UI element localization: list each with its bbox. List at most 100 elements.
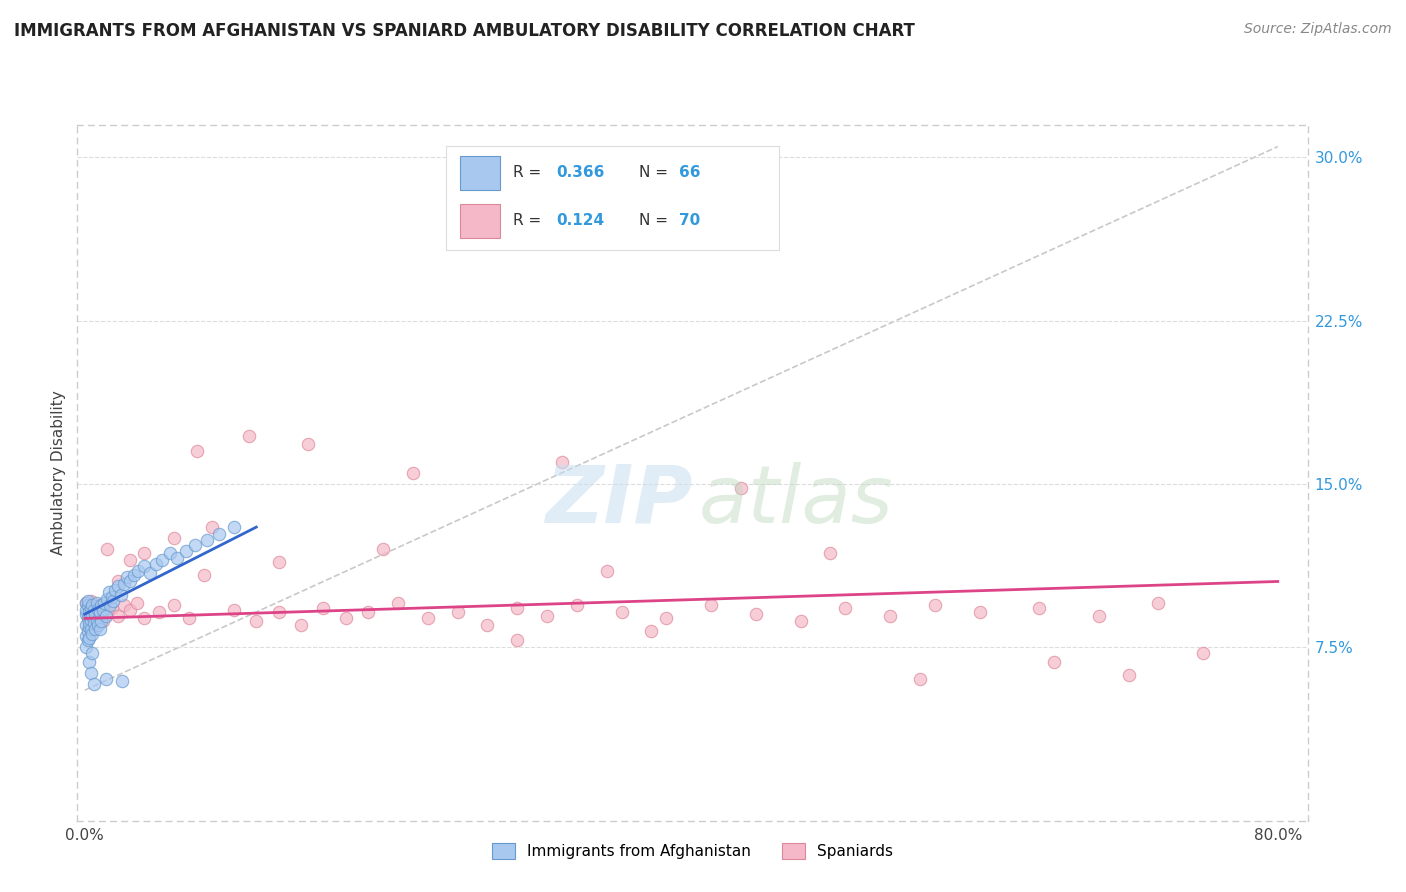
Point	[77, 603, 100, 617]
Point	[112, 576, 135, 591]
Point	[506, 633, 529, 648]
Point	[565, 599, 588, 613]
Point	[96, 591, 118, 606]
Point	[100, 600, 122, 615]
Point	[730, 481, 752, 495]
Point	[86, 596, 108, 610]
Point	[222, 603, 245, 617]
Point	[238, 429, 260, 443]
Point	[104, 583, 127, 598]
Point	[76, 611, 98, 625]
Point	[150, 552, 173, 567]
Point	[908, 673, 931, 687]
Point	[159, 546, 181, 560]
Point	[96, 541, 118, 556]
Point	[83, 615, 105, 630]
Point	[91, 603, 114, 617]
Point	[1088, 609, 1111, 624]
Point	[820, 546, 842, 560]
Point	[110, 587, 132, 601]
Point	[200, 520, 222, 534]
Point	[312, 600, 335, 615]
Point	[1118, 668, 1140, 682]
Point	[107, 579, 129, 593]
Point	[83, 618, 105, 632]
Point	[76, 611, 98, 625]
Point	[551, 455, 574, 469]
Point	[610, 605, 633, 619]
Point	[93, 596, 115, 610]
Point	[77, 605, 100, 619]
Point	[208, 526, 231, 541]
Point	[655, 611, 678, 625]
Point	[371, 541, 394, 556]
Point	[402, 466, 425, 480]
Point	[82, 609, 104, 624]
Point	[879, 609, 901, 624]
Point	[80, 600, 103, 615]
Point	[75, 618, 97, 632]
Point	[87, 618, 110, 632]
Point	[267, 555, 290, 569]
Point	[245, 614, 267, 628]
Point	[96, 607, 118, 621]
Y-axis label: Ambulatory Disability: Ambulatory Disability	[51, 391, 66, 555]
Point	[122, 568, 145, 582]
Point	[1147, 596, 1170, 610]
Point	[77, 631, 100, 645]
Point	[969, 605, 991, 619]
Point	[77, 655, 100, 669]
Point	[80, 665, 103, 680]
Point	[290, 618, 312, 632]
Point	[80, 614, 103, 628]
Point	[97, 585, 120, 599]
Point	[536, 609, 558, 624]
Point	[297, 437, 319, 451]
Point	[94, 609, 117, 624]
Point	[186, 444, 208, 458]
Point	[163, 599, 186, 613]
Point	[118, 552, 141, 567]
Point	[87, 605, 110, 619]
Point	[387, 596, 409, 610]
Point	[834, 600, 856, 615]
Point	[174, 544, 197, 558]
Point	[82, 626, 104, 640]
Text: IMMIGRANTS FROM AFGHANISTAN VS SPANIARD AMBULATORY DISABILITY CORRELATION CHART: IMMIGRANTS FROM AFGHANISTAN VS SPANIARD …	[14, 22, 915, 40]
Point	[179, 611, 201, 625]
Point	[416, 611, 439, 625]
Point	[86, 614, 108, 628]
Point	[1043, 655, 1066, 669]
Point	[115, 570, 138, 584]
Point	[89, 623, 111, 637]
Point	[89, 605, 111, 619]
Point	[789, 614, 811, 628]
Point	[111, 674, 134, 689]
Point	[700, 599, 723, 613]
Point	[112, 599, 135, 613]
Point	[101, 594, 124, 608]
Point	[77, 620, 100, 634]
Legend: Immigrants from Afghanistan, Spaniards: Immigrants from Afghanistan, Spaniards	[486, 837, 898, 865]
Point	[75, 629, 97, 643]
Point	[184, 537, 207, 551]
Point	[477, 618, 499, 632]
Text: Source: ZipAtlas.com: Source: ZipAtlas.com	[1244, 22, 1392, 37]
Point	[195, 533, 218, 548]
Point	[94, 673, 117, 687]
Point	[134, 611, 156, 625]
Point	[75, 596, 97, 610]
Point	[222, 520, 245, 534]
Point	[924, 599, 946, 613]
Point	[335, 611, 357, 625]
Point	[1028, 600, 1050, 615]
Point	[107, 609, 129, 624]
Point	[84, 623, 107, 637]
Point	[75, 596, 97, 610]
Point	[1192, 646, 1215, 660]
Point	[148, 605, 170, 619]
Point	[98, 599, 121, 613]
Point	[125, 596, 148, 610]
Point	[166, 550, 188, 565]
Point	[76, 624, 98, 639]
